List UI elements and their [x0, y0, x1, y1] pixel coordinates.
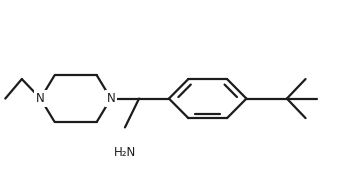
Text: H₂N: H₂N: [114, 146, 136, 159]
Text: N: N: [36, 92, 45, 105]
Text: N: N: [107, 92, 115, 105]
